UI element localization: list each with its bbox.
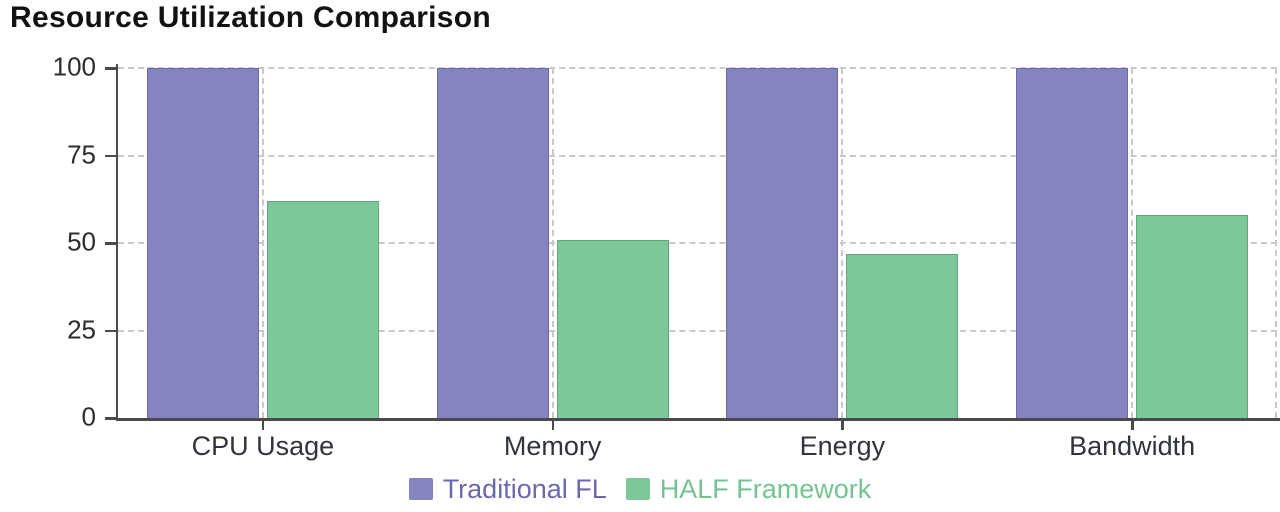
y-tick-label-75: 75: [67, 138, 96, 169]
legend-swatch-traditional-fl: [408, 478, 433, 500]
x-gridline-bandwidth: [1131, 68, 1134, 418]
chart-title: Resource Utilization Comparison: [10, 1, 492, 34]
y-tick-label-100: 100: [52, 51, 96, 82]
y-axis-line: [115, 64, 118, 418]
legend-label-traditional-fl: Traditional FL: [442, 473, 607, 504]
legend-label-half-framework: HALF Framework: [659, 473, 872, 504]
x-gridline-memory: [551, 68, 554, 418]
bar-half-framework-cpu-usage: [266, 201, 379, 418]
y-tick-100: [105, 67, 116, 70]
x-tick-cpu-usage: [261, 420, 265, 430]
bar-half-framework-memory: [556, 239, 669, 418]
y-gridline-75: [118, 154, 1277, 157]
y-gridline-25: [118, 329, 1277, 332]
x-tick-label-cpu-usage: CPU Usage: [191, 431, 335, 461]
legend-item-half-framework: HALF Framework: [625, 473, 872, 504]
x-tick-bandwidth: [1131, 420, 1134, 430]
x-tick-label-memory: Memory: [503, 431, 602, 461]
plot-right-gridline: [1275, 68, 1277, 418]
x-tick-memory: [551, 420, 555, 430]
y-tick-50: [105, 242, 116, 245]
y-gridline-50: [118, 242, 1277, 244]
y-tick-label-50: 50: [67, 226, 96, 257]
x-tick-energy: [841, 420, 844, 430]
legend-item-traditional-fl: Traditional FL: [408, 473, 607, 504]
legend-swatch-half-framework: [625, 478, 650, 500]
bar-traditional-fl-cpu-usage: [146, 68, 259, 418]
x-tick-label-bandwidth: Bandwidth: [1069, 431, 1196, 461]
bar-traditional-fl-energy: [726, 68, 839, 418]
x-gridline-energy: [841, 68, 844, 418]
legend: Traditional FL HALF Framework: [0, 473, 1280, 505]
y-tick-label-0: 0: [81, 401, 96, 432]
y-tick-25: [105, 329, 116, 332]
y-tick-label-25: 25: [67, 313, 96, 344]
bar-half-framework-bandwidth: [1136, 215, 1249, 418]
bar-half-framework-energy: [846, 253, 959, 418]
x-tick-label-energy: Energy: [799, 431, 886, 461]
y-tick-75: [105, 154, 116, 157]
plot-area: 0 25 50 75 100 CPU Usage Memory Energy Bandwidth: [53, 51, 1280, 461]
x-axis-line: [115, 418, 1280, 421]
x-gridline-cpu-usage: [261, 68, 264, 418]
y-tick-0: [105, 417, 116, 420]
bar-traditional-fl-memory: [436, 68, 549, 418]
bar-traditional-fl-bandwidth: [1016, 68, 1129, 418]
y-gridline-100: [118, 67, 1277, 69]
